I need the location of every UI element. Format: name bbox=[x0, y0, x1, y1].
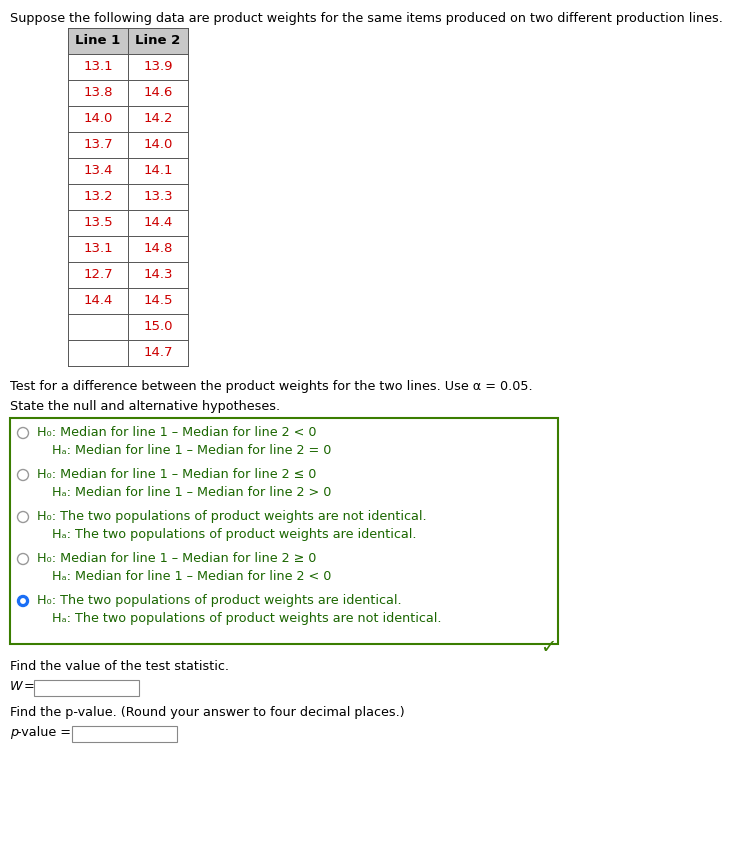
Text: 13.9: 13.9 bbox=[143, 61, 173, 74]
Text: 14.3: 14.3 bbox=[143, 268, 173, 281]
Text: H₀: The two populations of product weights are not identical.: H₀: The two populations of product weigh… bbox=[37, 510, 426, 523]
Text: 13.8: 13.8 bbox=[84, 86, 113, 99]
Text: Hₐ: Median for line 1 – Median for line 2 > 0: Hₐ: Median for line 1 – Median for line … bbox=[52, 486, 331, 499]
Text: H₀: Median for line 1 – Median for line 2 < 0: H₀: Median for line 1 – Median for line … bbox=[37, 426, 316, 439]
Text: 14.1: 14.1 bbox=[143, 164, 173, 178]
Text: Hₐ: The two populations of product weights are identical.: Hₐ: The two populations of product weigh… bbox=[52, 528, 417, 541]
Text: p: p bbox=[10, 726, 18, 739]
Text: Hₐ: Median for line 1 – Median for line 2 = 0: Hₐ: Median for line 1 – Median for line … bbox=[52, 444, 331, 457]
Text: Line 1: Line 1 bbox=[75, 34, 120, 48]
Text: Test for a difference between the product weights for the two lines. Use α = 0.0: Test for a difference between the produc… bbox=[10, 380, 533, 393]
Text: Hₐ: The two populations of product weights are not identical.: Hₐ: The two populations of product weigh… bbox=[52, 612, 441, 625]
Text: 13.3: 13.3 bbox=[143, 191, 173, 203]
Text: Hₐ: Median for line 1 – Median for line 2 < 0: Hₐ: Median for line 1 – Median for line … bbox=[52, 570, 331, 583]
Text: W: W bbox=[10, 680, 23, 693]
Text: =: = bbox=[20, 680, 35, 693]
Bar bbox=[72, 726, 177, 742]
Text: ✓: ✓ bbox=[540, 638, 556, 657]
Text: -value =: -value = bbox=[17, 726, 71, 739]
Text: 13.1: 13.1 bbox=[84, 61, 113, 74]
Text: 13.5: 13.5 bbox=[84, 216, 113, 229]
Text: 14.6: 14.6 bbox=[143, 86, 173, 99]
Text: 14.2: 14.2 bbox=[143, 113, 173, 126]
Text: H₀: The two populations of product weights are identical.: H₀: The two populations of product weigh… bbox=[37, 594, 401, 607]
Bar bbox=[10, 418, 558, 644]
Text: 13.1: 13.1 bbox=[84, 243, 113, 256]
Text: 14.5: 14.5 bbox=[143, 294, 173, 308]
Text: 14.4: 14.4 bbox=[84, 294, 112, 308]
Text: Line 2: Line 2 bbox=[135, 34, 180, 48]
Text: 13.7: 13.7 bbox=[84, 139, 113, 151]
Bar bbox=[34, 680, 139, 696]
Text: State the null and alternative hypotheses.: State the null and alternative hypothese… bbox=[10, 400, 280, 413]
Text: Find the value of the test statistic.: Find the value of the test statistic. bbox=[10, 660, 229, 673]
Circle shape bbox=[18, 595, 29, 606]
Text: Suppose the following data are product weights for the same items produced on tw: Suppose the following data are product w… bbox=[10, 12, 723, 25]
Text: 14.7: 14.7 bbox=[143, 346, 173, 359]
Text: H₀: Median for line 1 – Median for line 2 ≤ 0: H₀: Median for line 1 – Median for line … bbox=[37, 468, 316, 481]
Text: H₀: Median for line 1 – Median for line 2 ≥ 0: H₀: Median for line 1 – Median for line … bbox=[37, 552, 316, 565]
Text: 15.0: 15.0 bbox=[143, 321, 173, 333]
Text: 13.4: 13.4 bbox=[84, 164, 113, 178]
Text: 12.7: 12.7 bbox=[84, 268, 113, 281]
Text: 14.4: 14.4 bbox=[143, 216, 173, 229]
Text: 14.0: 14.0 bbox=[84, 113, 112, 126]
Text: 14.0: 14.0 bbox=[143, 139, 173, 151]
Text: 14.8: 14.8 bbox=[143, 243, 173, 256]
Bar bbox=[68, 28, 188, 54]
Text: 13.2: 13.2 bbox=[84, 191, 113, 203]
Text: Find the p-value. (Round your answer to four decimal places.): Find the p-value. (Round your answer to … bbox=[10, 706, 405, 719]
Circle shape bbox=[21, 598, 25, 603]
